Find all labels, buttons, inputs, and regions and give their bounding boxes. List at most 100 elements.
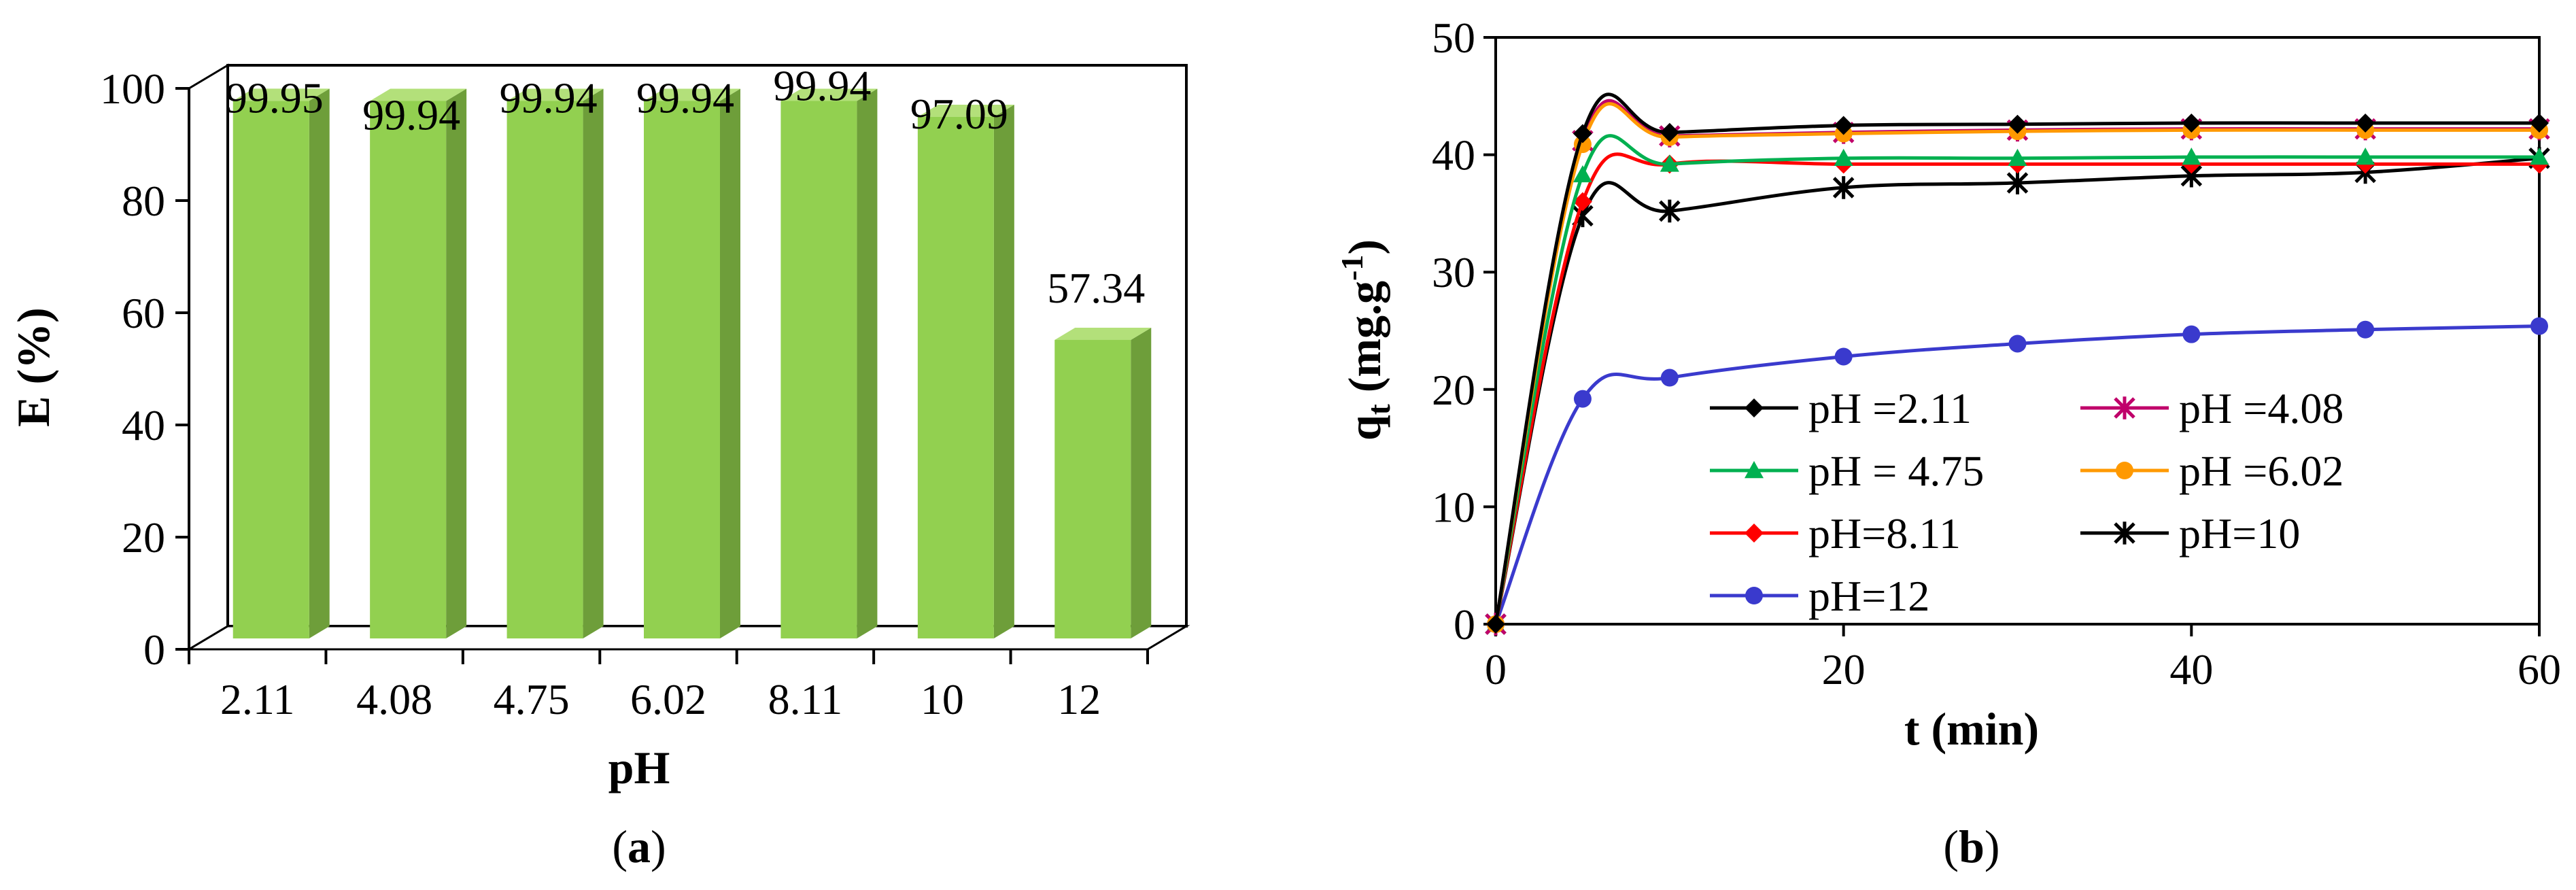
- caption-b: (b): [1943, 821, 1999, 872]
- chart-a-data-label: 97.09: [910, 90, 1008, 138]
- series-marker-triangle: [1660, 154, 1679, 172]
- chart-a-bar-top: [370, 88, 467, 101]
- chart-a-category-label: 8.11: [768, 675, 843, 723]
- chart-a-bar-top: [1054, 327, 1152, 340]
- series-marker-triangle: [1834, 148, 1853, 166]
- chart-b-legend-label: pH = 4.75: [1808, 447, 1984, 495]
- chart-a-y-axis-title: E (%): [7, 307, 59, 427]
- chart-b-series-path: [1494, 102, 2539, 625]
- chart-a-category-label: 4.08: [356, 675, 432, 723]
- series-marker-star: [1832, 176, 1855, 199]
- chart-a-bar-face: [917, 117, 994, 638]
- chart-b-legend-item: pH=12: [1710, 572, 1929, 620]
- chart-a-y-tick-label: 80: [122, 177, 165, 225]
- chart-a-bar-top: [644, 88, 740, 101]
- chart-b-series-path: [1494, 156, 2540, 625]
- series-marker-diamond: [1573, 192, 1592, 211]
- chart-b-legend-item: pH =4.08: [2080, 384, 2343, 432]
- chart-a-bar-face: [780, 101, 857, 638]
- series-marker-circle: [1660, 369, 1679, 387]
- series-marker-circle: [2008, 335, 2027, 353]
- chart-a-category-label: 2.11: [220, 675, 295, 723]
- series-marker-circle: [2116, 462, 2133, 479]
- chart-a-bar: [780, 88, 878, 638]
- chart-a-bar: [917, 105, 1014, 638]
- chart-b-x-tick-label: 60: [2518, 645, 2561, 694]
- series-marker-diamond: [1834, 116, 1853, 135]
- series-marker-triangle: [2530, 148, 2549, 165]
- chart-a-category-label: 12: [1057, 675, 1101, 723]
- chart-a-bar: [233, 88, 330, 639]
- series-marker-star: [2006, 171, 2029, 194]
- chart-a-data-labels: 99.95 99.94 99.94 99.94 99.94 97.09 57.34: [226, 61, 1146, 311]
- chart-a-category-labels: 2.11 4.08 4.75 6.02 8.11 10 12: [188, 649, 1149, 723]
- series-marker-diamond: [2530, 113, 2549, 133]
- chart-a-bar-top: [780, 88, 878, 101]
- chart-b-series-line: [1486, 134, 2549, 632]
- chart-b-series-line: [1486, 152, 2549, 634]
- chart-b-legend-label: pH=8.11: [1808, 509, 1961, 558]
- chart-b-x-tick-label: 0: [1485, 645, 1507, 694]
- chart-b-legend-item: pH=8.11: [1710, 509, 1961, 558]
- chart-a-bar-top: [506, 88, 604, 101]
- chart-a-bar: [1054, 327, 1152, 638]
- chart-a-bar-face: [506, 101, 583, 638]
- series-marker-triangle: [2008, 148, 2027, 166]
- chart-a-x-axis-title: pH: [608, 742, 670, 793]
- series-marker-triangle: [2182, 148, 2201, 165]
- chart-a-bar-face: [370, 101, 447, 638]
- chart-a-bar-face: [644, 101, 720, 638]
- chart-a-data-label: 99.94: [636, 73, 734, 122]
- series-marker-circle: [2182, 325, 2201, 343]
- chart-b-legend-item: pH = 4.75: [1710, 447, 1984, 495]
- series-marker-diamond: [2008, 114, 2027, 134]
- chart-b-series: [1485, 92, 2550, 636]
- chart-a-bar-top: [233, 88, 330, 101]
- chart-b-x-tick-label: 20: [1822, 645, 1866, 694]
- series-marker-star: [1659, 199, 1681, 223]
- chart-a-bar-side: [309, 88, 330, 639]
- chart-a-y-tick-label: 40: [122, 401, 165, 449]
- chart-b-y-tick-label: 20: [1432, 366, 1475, 414]
- chart-a-bar-side: [857, 88, 878, 638]
- chart-b-series-line: [1485, 146, 2550, 636]
- series-marker-triangle: [1745, 461, 1764, 479]
- chart-a-bar-top: [917, 105, 1014, 118]
- chart-a-bar-face: [1054, 339, 1131, 638]
- chart-a-bars: [233, 88, 1152, 639]
- chart-b-x-axis-title: t (min): [1904, 703, 2039, 755]
- series-marker-diamond: [1486, 615, 1505, 634]
- chart-b-series-path: [1494, 152, 2540, 625]
- chart-a-y-ticks: 0 20 40 60 80 100: [100, 65, 189, 674]
- chart-a-y-tick-label: 60: [122, 289, 165, 337]
- chart-a-category-label: 10: [921, 675, 964, 723]
- chart-b-series-path: [1494, 134, 2539, 625]
- chart-a-bar-side: [446, 88, 467, 638]
- chart-b-y-tick-label: 10: [1432, 483, 1475, 531]
- series-marker-circle: [1745, 587, 1763, 604]
- chart-b-y-tick-label: 40: [1432, 131, 1475, 179]
- chart-a-bar: [506, 88, 604, 638]
- series-marker-triangle: [1573, 165, 1592, 183]
- series-marker-diamond: [1745, 398, 1764, 417]
- series-marker-diamond: [1660, 122, 1679, 142]
- series-marker-diamond: [2182, 113, 2201, 133]
- chart-b-legend: pH =2.11 pH =4.08 pH = 4.75 pH =6.02 pH=8.11…: [1710, 384, 2343, 620]
- series-marker-diamond: [1573, 124, 1592, 143]
- series-marker-diamond: [2356, 113, 2375, 133]
- chart-a-bar-side: [1131, 327, 1152, 638]
- chart-a-category-label: 4.75: [494, 675, 570, 723]
- chart-a-y-tick-label: 100: [100, 65, 165, 113]
- chart-b-y-tick-label: 0: [1454, 600, 1475, 649]
- chart-b-legend-label: pH =4.08: [2179, 384, 2343, 432]
- series-marker-circle: [1834, 347, 1853, 366]
- chart-b-y-axis-title: qt (mg.g-1): [1335, 239, 1397, 441]
- chart-a-side-wall: [188, 63, 229, 651]
- chart-b-legend-label: pH=10: [2179, 509, 2300, 558]
- chart-a-bar-side: [993, 105, 1014, 638]
- series-marker-triangle: [2356, 148, 2375, 165]
- chart-b-legend-label: pH=12: [1808, 572, 1929, 620]
- chart-b-legend-label: pH =2.11: [1808, 384, 1972, 432]
- chart-a-bar: [644, 88, 740, 638]
- chart-b-legend-item: pH =2.11: [1710, 384, 1972, 432]
